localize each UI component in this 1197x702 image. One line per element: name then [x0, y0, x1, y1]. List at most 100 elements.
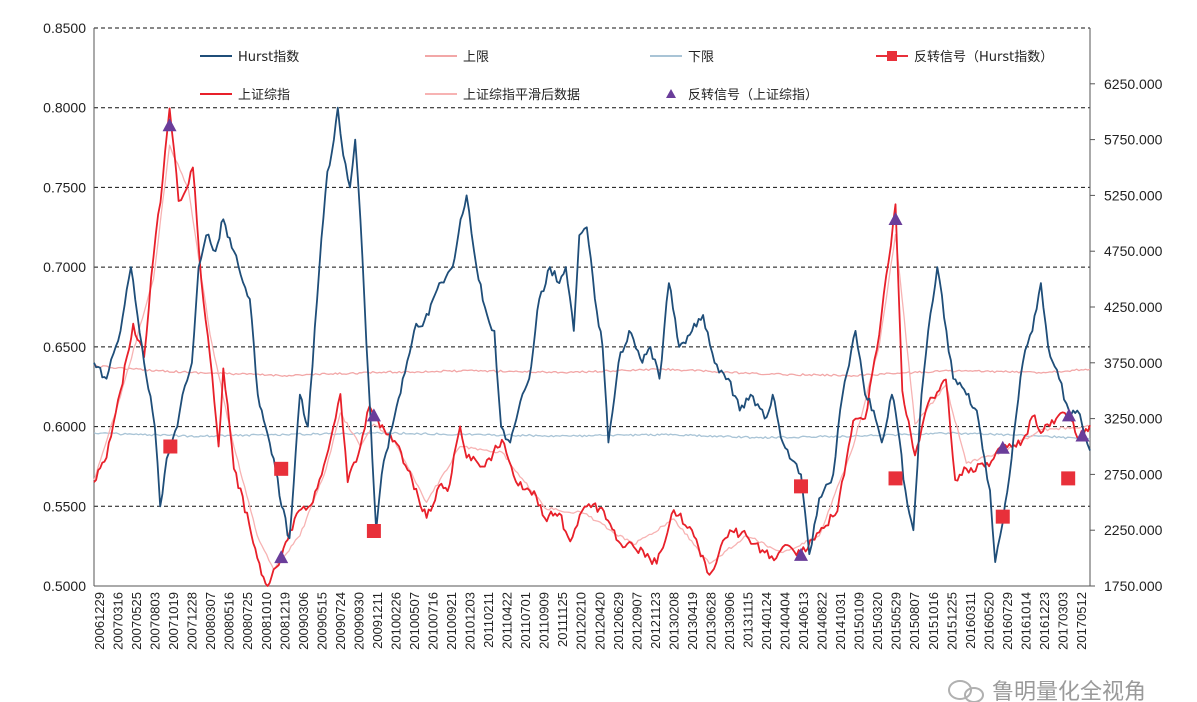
x-tick-label: 20120420 [592, 592, 607, 650]
x-tick-label: 20141031 [833, 592, 848, 650]
x-tick-label: 20161014 [1018, 592, 1033, 650]
y-right-tick-label: 2750.000 [1104, 466, 1163, 482]
x-tick-label: 20121123 [648, 592, 663, 649]
x-tick-label: 20151016 [926, 592, 941, 650]
legend-label-upper: 上限 [463, 50, 489, 65]
x-tick-label: 20130906 [722, 592, 737, 650]
x-tick-label: 20070803 [148, 592, 163, 650]
y-left-tick-label: 0.5500 [43, 498, 86, 514]
x-tick-label: 20150320 [870, 592, 885, 650]
signal-marker-index [1061, 408, 1076, 422]
x-tick-label: 20120907 [629, 592, 644, 650]
x-tick-label: 20130628 [703, 592, 718, 650]
x-tick-label: 20080516 [222, 592, 237, 650]
y-right-tick-label: 4250.000 [1104, 299, 1163, 315]
signal-marker-hurst [274, 461, 289, 476]
x-tick-label: 20070525 [129, 592, 144, 650]
x-tick-label: 20140822 [815, 592, 830, 650]
watermark-text: 鲁明量化全视角 [992, 680, 1146, 702]
x-tick-label: 20120210 [574, 592, 589, 650]
y-right-tick-label: 3750.000 [1104, 355, 1163, 371]
x-tick-label: 20100507 [407, 592, 422, 650]
legend-swatch-signal-hurst [887, 51, 897, 61]
x-tick-label: 20140124 [759, 592, 774, 650]
watermark: 鲁明量化全视角 [948, 680, 1146, 702]
x-tick-label: 20170303 [1055, 592, 1070, 650]
y-left-tick-label: 0.8000 [43, 100, 86, 116]
x-tick-label: 20070316 [111, 592, 126, 650]
x-tick-label: 20080725 [240, 592, 255, 650]
y-right-tick-label: 6250.000 [1104, 76, 1163, 92]
x-tick-label: 20161223 [1037, 592, 1052, 650]
x-tick-label: 20091211 [370, 592, 385, 649]
series-line [93, 364, 1091, 378]
x-tick-label: 20130419 [685, 592, 700, 650]
y-left-tick-label: 0.6500 [43, 339, 86, 355]
signal-marker-index [888, 211, 903, 225]
series-line [93, 107, 1091, 587]
x-tick-label: 20080307 [203, 592, 218, 650]
y-left-tick-label: 0.7500 [43, 179, 86, 195]
x-tick-label: 20131115 [740, 592, 755, 648]
signal-marker-index [794, 547, 809, 561]
legend: Hurst指数 上限 下限 反转信号（Hurst指数） 上证综指 上证综指平滑后… [200, 50, 1053, 103]
series-line [93, 106, 1091, 563]
signal-marker-index [1075, 428, 1090, 442]
x-tick-label: 20100921 [444, 592, 459, 650]
x-tick-label: 20100226 [388, 592, 403, 650]
x-tick-label: 20170512 [1074, 592, 1089, 650]
y-left-tick-label: 0.6000 [43, 419, 86, 435]
x-tick-label: 20110909 [537, 592, 552, 649]
y-right-tick-label: 2250.000 [1104, 522, 1163, 538]
x-tick-label: 20081219 [277, 592, 292, 650]
x-tick-label: 20061229 [92, 592, 107, 650]
x-tick-label: 20150529 [889, 592, 904, 650]
y-right-tick-label: 5750.000 [1104, 132, 1163, 148]
series-line [93, 431, 1091, 441]
legend-label-signal-hurst: 反转信号（Hurst指数） [914, 50, 1053, 65]
x-tick-label: 20101203 [463, 592, 478, 650]
legend-label-hurst: Hurst指数 [238, 50, 299, 65]
y-right-tick-label: 4750.000 [1104, 243, 1163, 259]
x-tick-label: 20071228 [185, 592, 200, 650]
wechat-icon [948, 680, 984, 702]
series-line [93, 144, 1091, 570]
signal-marker-hurst [888, 471, 903, 486]
signal-marker-index [995, 440, 1010, 454]
x-tick-label: 20140404 [778, 592, 793, 650]
x-tick-label: 20140613 [796, 592, 811, 650]
y-right-tick-label: 5250.000 [1104, 187, 1163, 203]
y-right-axis-ticks: 1750.000 2250.000 2750.000 3250.000 3750.000… [1104, 76, 1163, 594]
legend-label-smooth: 上证综指平滑后数据 [463, 88, 580, 103]
x-tick-label: 20071019 [166, 592, 181, 650]
x-tick-label: 20160729 [1000, 592, 1015, 650]
signal-marker-index [274, 550, 289, 564]
legend-label-shcomp: 上证综指 [238, 88, 290, 103]
legend-swatch-signal-index [666, 89, 676, 98]
x-tick-label: 20090724 [333, 592, 348, 650]
x-tick-label: 20090306 [296, 592, 311, 650]
signal-marker-hurst [366, 523, 381, 538]
legend-label-lower: 下限 [688, 50, 714, 65]
signal-marker-hurst [1061, 471, 1076, 486]
signal-marker-hurst [163, 439, 178, 454]
x-tick-label: 20130208 [666, 592, 681, 650]
y-left-tick-label: 0.8500 [43, 20, 86, 36]
y-left-tick-label: 0.7000 [43, 259, 86, 275]
x-tick-label: 20160311 [963, 592, 978, 649]
x-tick-label: 20120629 [611, 592, 626, 650]
x-tick-label: 20081010 [259, 592, 274, 650]
legend-label-signal-index: 反转信号（上证综指） [688, 88, 818, 103]
signal-marker-hurst [995, 509, 1010, 524]
y-left-tick-label: 0.5000 [43, 578, 86, 594]
signal-marker-hurst [794, 479, 809, 494]
axes [93, 28, 1095, 587]
x-tick-label: 20090930 [351, 592, 366, 650]
x-tick-label: 20100716 [426, 592, 441, 650]
x-tick-label: 20160520 [981, 592, 996, 650]
signal-marker-index [366, 408, 381, 422]
x-tick-label: 20150807 [907, 592, 922, 650]
x-tick-label: 20090515 [314, 592, 329, 650]
x-tick-label: 20110422 [500, 592, 515, 649]
